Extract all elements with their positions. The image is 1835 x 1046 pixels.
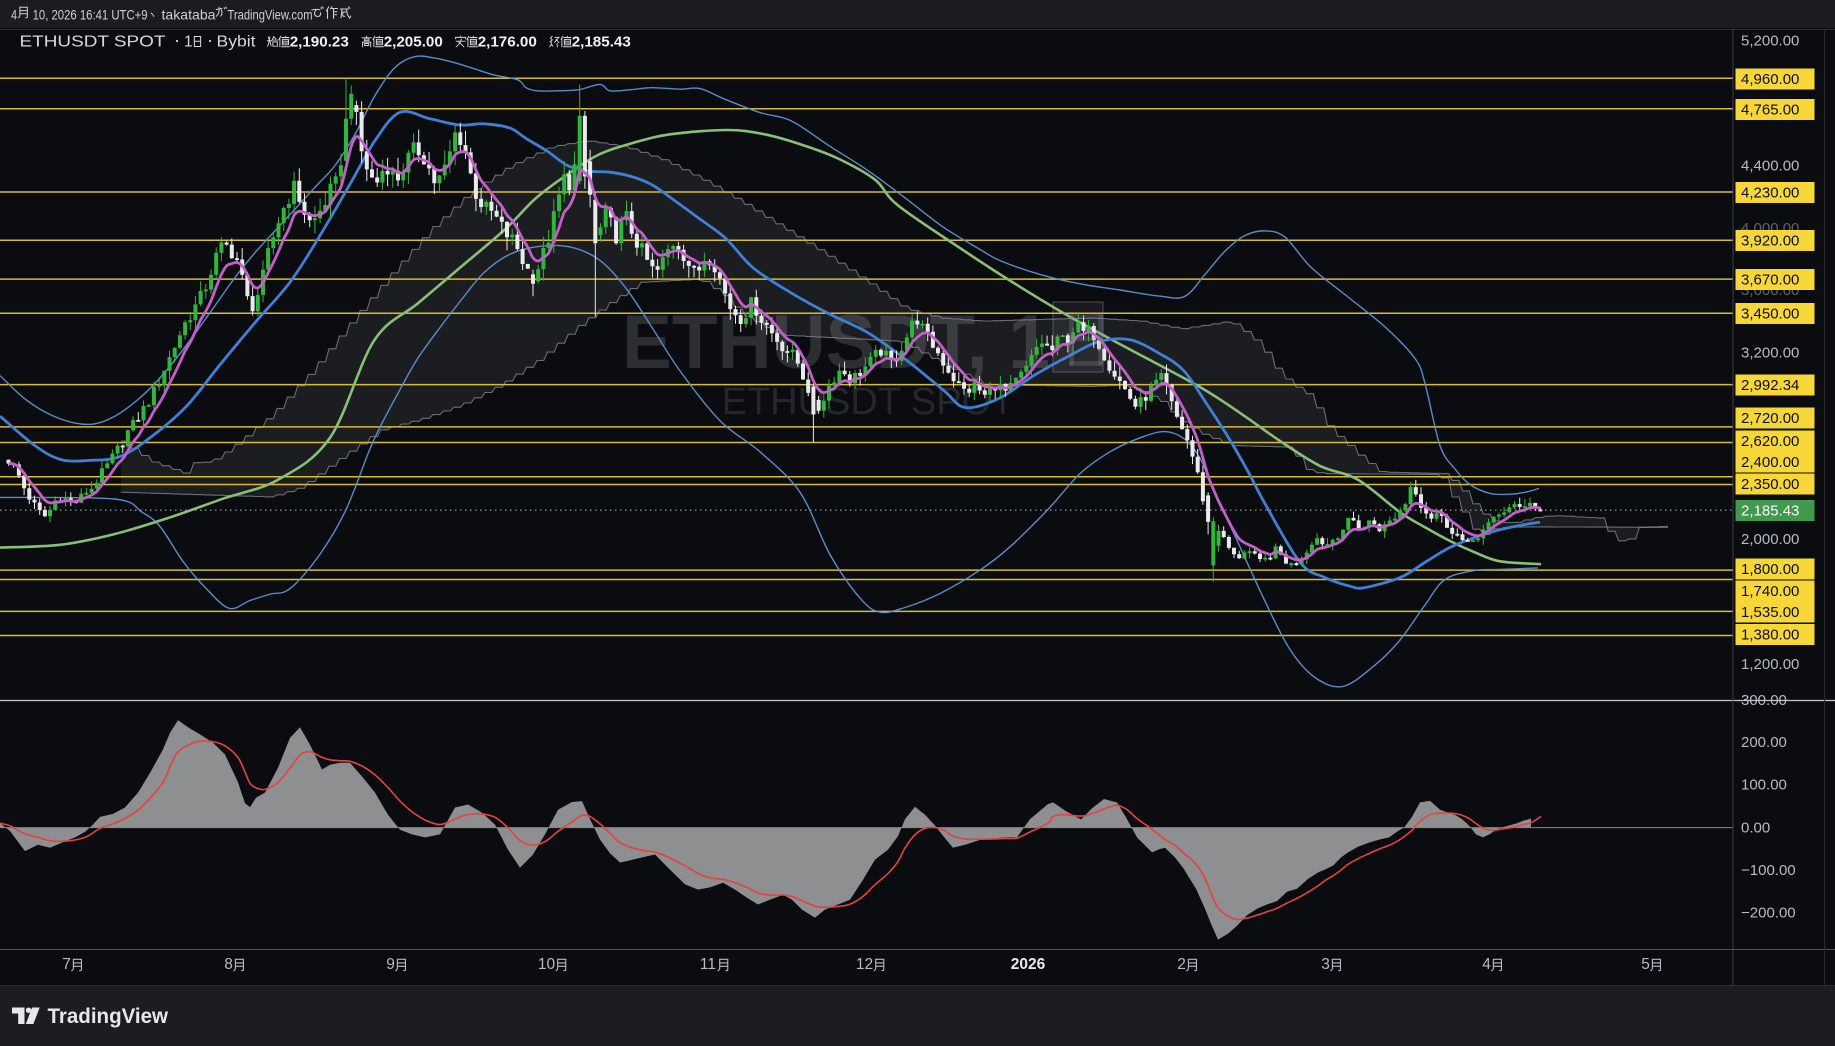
svg-text:8: 8 bbox=[224, 956, 233, 973]
svg-text:TradingView: TradingView bbox=[48, 1005, 169, 1028]
svg-text:1,740.00: 1,740.00 bbox=[1741, 583, 1799, 600]
svg-text:4,230.00: 4,230.00 bbox=[1741, 185, 1799, 202]
svg-text:−100.00: −100.00 bbox=[1741, 862, 1796, 879]
svg-text:2,992.34: 2,992.34 bbox=[1741, 377, 1799, 394]
svg-text:ETHUSDT SPOT: ETHUSDT SPOT bbox=[722, 381, 1015, 423]
svg-text:TradingView.com: TradingView.com bbox=[228, 7, 313, 23]
svg-text:2: 2 bbox=[1177, 956, 1186, 973]
svg-text:4: 4 bbox=[1482, 956, 1491, 973]
svg-text:300.00: 300.00 bbox=[1741, 692, 1787, 709]
svg-text:3,200.00: 3,200.00 bbox=[1741, 345, 1799, 362]
svg-text:Bybit: Bybit bbox=[217, 34, 257, 51]
svg-text:2,620.00: 2,620.00 bbox=[1741, 433, 1799, 450]
svg-text:3,670.00: 3,670.00 bbox=[1741, 272, 1799, 289]
svg-text:0.00: 0.00 bbox=[1741, 820, 1770, 837]
svg-text:5,200.00: 5,200.00 bbox=[1741, 33, 1799, 50]
svg-text:ETHUSDT, 1: ETHUSDT, 1 bbox=[622, 300, 1050, 385]
svg-text:3,920.00: 3,920.00 bbox=[1741, 233, 1799, 250]
svg-text:1: 1 bbox=[184, 34, 193, 51]
svg-text:4,765.00: 4,765.00 bbox=[1741, 102, 1799, 119]
svg-text:4,400.00: 4,400.00 bbox=[1741, 158, 1799, 175]
svg-text:2,190.23: 2,190.23 bbox=[290, 34, 349, 51]
svg-text:9: 9 bbox=[386, 956, 395, 973]
svg-text:12: 12 bbox=[856, 956, 873, 973]
svg-text:4,960.00: 4,960.00 bbox=[1741, 71, 1799, 88]
svg-text:2,720.00: 2,720.00 bbox=[1741, 410, 1799, 427]
svg-text:7: 7 bbox=[62, 956, 71, 973]
svg-text:ETHUSDT SPOT: ETHUSDT SPOT bbox=[20, 34, 167, 51]
svg-text:200.00: 200.00 bbox=[1741, 734, 1787, 751]
svg-text:4: 4 bbox=[11, 7, 17, 23]
svg-text:10, 2026 16:41 UTC+9: 10, 2026 16:41 UTC+9 bbox=[33, 7, 148, 23]
svg-text:1,535.00: 1,535.00 bbox=[1741, 604, 1799, 621]
svg-text:1,800.00: 1,800.00 bbox=[1741, 561, 1799, 578]
svg-text:1,380.00: 1,380.00 bbox=[1741, 627, 1799, 644]
svg-text:2,000.00: 2,000.00 bbox=[1741, 531, 1799, 548]
svg-text:100.00: 100.00 bbox=[1741, 777, 1787, 794]
svg-text:2,185.43: 2,185.43 bbox=[1741, 503, 1799, 520]
svg-text:1,200.00: 1,200.00 bbox=[1741, 656, 1799, 673]
svg-text:11: 11 bbox=[700, 956, 716, 973]
svg-text:3: 3 bbox=[1321, 956, 1330, 973]
svg-text:2,350.00: 2,350.00 bbox=[1741, 476, 1799, 493]
svg-text:2,176.00: 2,176.00 bbox=[478, 34, 537, 51]
svg-text:2,205.00: 2,205.00 bbox=[384, 34, 443, 51]
svg-text:−200.00: −200.00 bbox=[1741, 905, 1796, 922]
svg-text:5: 5 bbox=[1641, 956, 1650, 973]
svg-text:10: 10 bbox=[538, 956, 556, 973]
svg-text:takataba: takataba bbox=[162, 7, 216, 23]
svg-text:2,400.00: 2,400.00 bbox=[1741, 454, 1799, 471]
svg-text:2026: 2026 bbox=[1011, 956, 1046, 973]
svg-text:2,185.43: 2,185.43 bbox=[572, 34, 631, 51]
svg-text:3,450.00: 3,450.00 bbox=[1741, 306, 1799, 323]
